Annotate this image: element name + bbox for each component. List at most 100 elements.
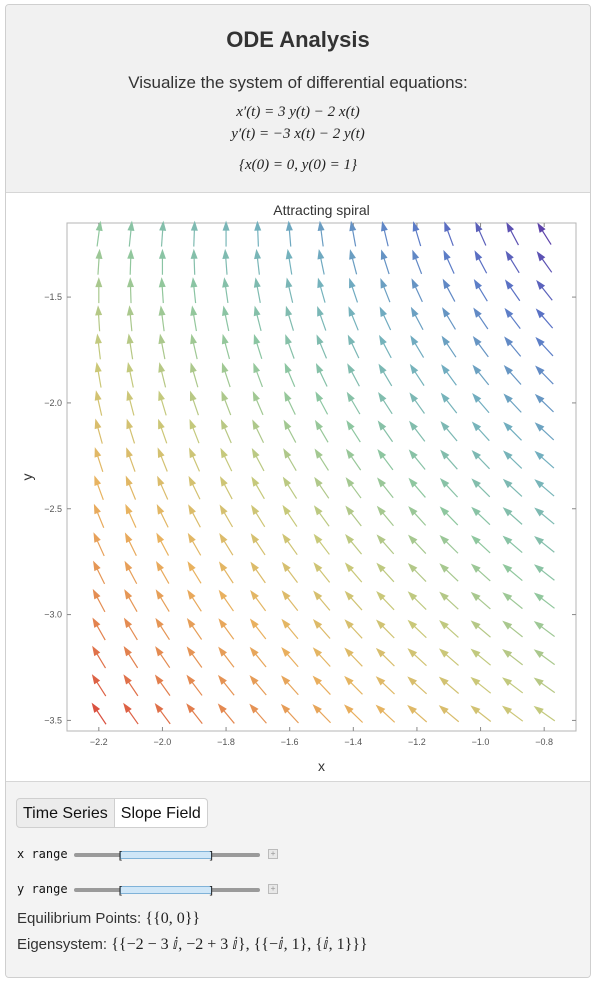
field-arrow-head: [190, 333, 197, 345]
y-range-slider[interactable]: [ ]: [74, 884, 260, 897]
field-arrow-head: [472, 393, 482, 403]
field-arrow-head: [285, 305, 293, 317]
field-arrow-head: [126, 362, 134, 373]
y-tick-label: −2.5: [44, 504, 62, 514]
field-arrow-head: [534, 422, 545, 432]
field-arrow-head: [313, 533, 323, 544]
y-range-selection[interactable]: [120, 886, 212, 894]
field-arrow-head: [505, 250, 514, 262]
field-arrow-head: [438, 705, 449, 715]
field-arrow-head: [375, 676, 386, 686]
y-range-expand-icon[interactable]: +: [268, 884, 278, 894]
field-arrow-head: [380, 278, 388, 289]
field-arrow-head: [188, 475, 197, 487]
field-arrow-head: [472, 335, 482, 347]
field-arrow-head: [379, 334, 387, 346]
field-arrow-head: [313, 590, 323, 601]
field-arrow-head: [534, 507, 545, 517]
field-arrow-head: [252, 419, 260, 430]
field-arrow-head: [344, 675, 354, 686]
field-arrow-head: [348, 306, 356, 317]
field-arrow-head: [317, 305, 324, 317]
field-arrow-head: [535, 336, 545, 347]
field-arrow-head: [317, 277, 325, 289]
field-arrow-head: [92, 645, 101, 657]
tab-slope-field[interactable]: Slope Field: [114, 798, 208, 828]
field-arrow-head: [125, 475, 133, 487]
y-range-min-handle[interactable]: [: [117, 884, 124, 897]
field-arrow-head: [251, 504, 260, 516]
field-arrow-head: [472, 364, 482, 375]
field-arrow-head: [220, 419, 229, 430]
field-arrow-head: [187, 561, 196, 572]
field-arrow-head: [190, 220, 198, 231]
field-arrow-head: [407, 704, 417, 715]
field-arrow-head: [378, 363, 387, 374]
page-title: ODE Analysis: [226, 27, 370, 52]
y-range-max-handle[interactable]: ]: [208, 884, 215, 897]
field-arrow-head: [250, 533, 260, 544]
field-arrow-head: [221, 390, 229, 402]
field-arrow-head: [252, 390, 260, 402]
field-arrow-head: [189, 447, 197, 459]
field-arrow-head: [502, 648, 513, 658]
field-arrow-head: [221, 362, 229, 374]
field-arrow-head: [535, 308, 545, 319]
field-arrow-head: [222, 305, 229, 317]
field-arrow-head: [502, 535, 513, 545]
field-arrow-head: [376, 534, 386, 545]
field-arrow-head: [442, 278, 451, 290]
x-tick-label: −1.0: [472, 737, 490, 747]
x-tick-label: −1.8: [217, 737, 235, 747]
x-range-max-handle[interactable]: ]: [208, 849, 215, 862]
field-arrow-head: [94, 418, 102, 430]
field-arrow-head: [124, 589, 133, 600]
field-arrow-head: [126, 390, 134, 401]
field-arrow-head: [281, 618, 291, 629]
field-arrow-head: [123, 617, 133, 629]
field-arrow-head: [533, 592, 544, 602]
field-arrow-head: [218, 618, 228, 629]
field-arrow-head: [91, 702, 101, 713]
field-arrow-head: [253, 334, 261, 345]
field-arrow-head: [253, 305, 261, 317]
field-arrow-head: [94, 333, 102, 344]
field-arrow-head: [93, 503, 101, 515]
equilibrium-points: Equilibrium Points: {{0, 0}}: [17, 910, 200, 928]
field-arrow-head: [186, 618, 196, 629]
tab-time-series[interactable]: Time Series: [16, 798, 115, 828]
x-range-slider[interactable]: [ ]: [74, 849, 260, 862]
field-arrow-head: [95, 220, 103, 232]
field-arrow-head: [285, 248, 293, 260]
field-arrow-head: [281, 561, 291, 572]
x-range-min-handle[interactable]: [: [117, 849, 124, 862]
field-arrow-head: [249, 646, 259, 657]
field-arrow-head: [534, 450, 545, 461]
field-arrow-head: [217, 703, 227, 714]
x-range-selection[interactable]: [120, 851, 212, 859]
subtitle: Visualize the system of differential equ…: [128, 73, 468, 92]
field-arrow-head: [158, 333, 166, 345]
field-arrow-head: [473, 278, 482, 290]
field-arrow-head: [317, 220, 325, 232]
field-arrow-head: [410, 306, 419, 318]
field-arrow-head: [251, 476, 260, 487]
field-arrow-head: [218, 561, 228, 572]
field-arrow-head: [502, 677, 513, 687]
field-arrow-head: [190, 277, 198, 288]
field-arrow-head: [312, 647, 323, 658]
field-arrow-head: [283, 419, 292, 431]
field-arrow-head: [344, 562, 355, 573]
field-arrow-head: [407, 562, 418, 573]
field-arrow-head: [187, 589, 196, 600]
field-arrow-head: [349, 277, 356, 289]
field-arrow-head: [439, 591, 449, 601]
field-arrow-head: [475, 221, 483, 233]
controls-section: Time Series Slope Field x range [ ] + y …: [6, 782, 590, 977]
x-range-expand-icon[interactable]: +: [268, 849, 278, 859]
field-arrow-head: [409, 363, 419, 375]
field-arrow-head: [412, 249, 420, 261]
x-tick-label: −2.0: [154, 737, 172, 747]
field-arrow-head: [377, 420, 387, 431]
field-arrow-head: [155, 589, 164, 600]
